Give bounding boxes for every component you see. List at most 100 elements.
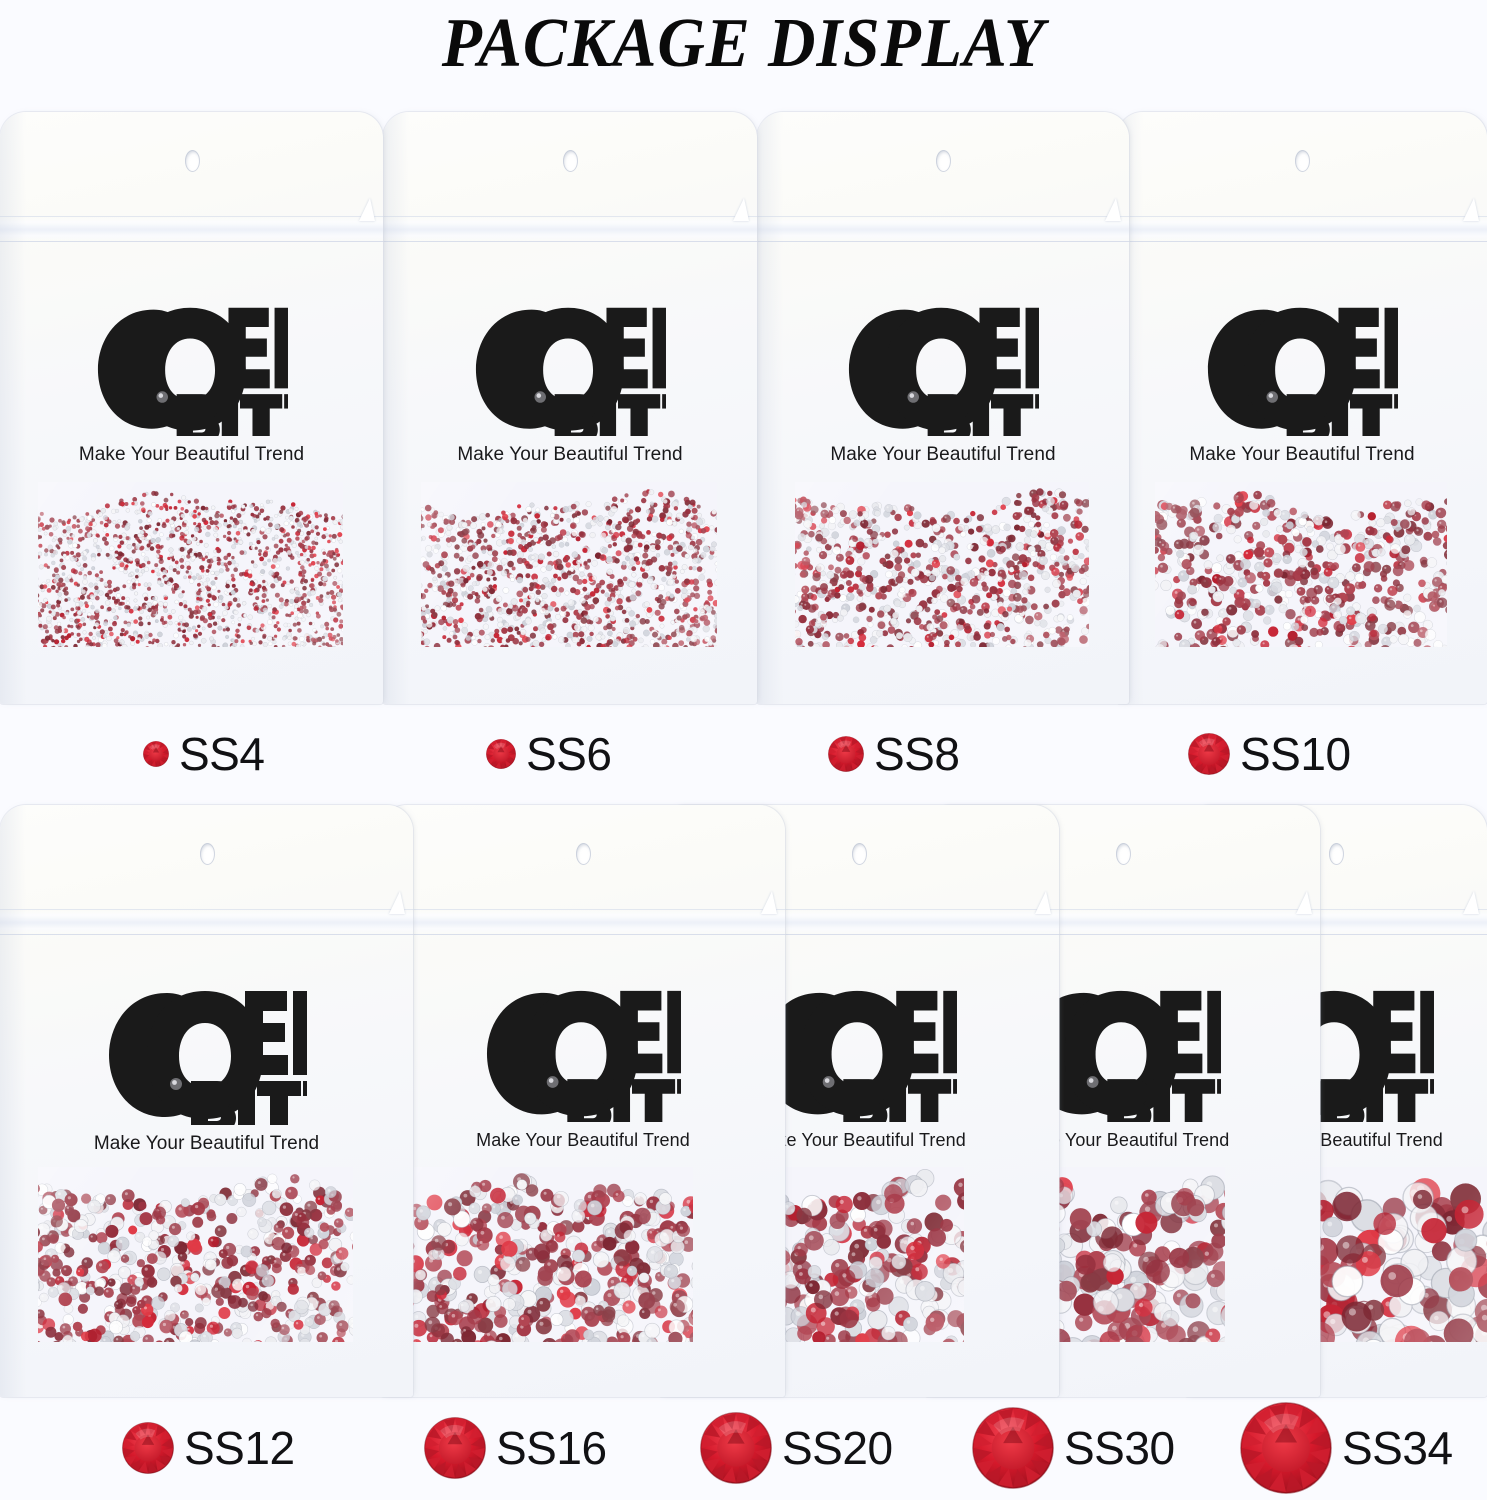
rhinestone-gem-icon — [143, 741, 169, 767]
product-bag-ss6[interactable]: Make Your Beautiful Trend — [383, 112, 757, 704]
brand-tagline: Make Your Beautiful Trend — [830, 444, 1056, 466]
rhinestone-gem-icon — [122, 1422, 174, 1474]
hang-hole — [576, 843, 591, 865]
rhinestone-window-ss6 — [421, 482, 717, 647]
size-label-ss6: SS6 — [486, 706, 612, 802]
oei-bite-logo-icon — [475, 307, 666, 445]
product-bag-ss12[interactable]: Make Your Beautiful Trend — [0, 805, 413, 1397]
brand-logo-block: Make Your Beautiful Trend — [383, 302, 757, 466]
brand-logo-mark — [96, 302, 288, 445]
rhinestone-pile — [1155, 482, 1447, 647]
tear-notch-icon — [1296, 891, 1312, 914]
brand-tagline: Make Your Beautiful Trend — [1189, 444, 1415, 466]
hang-hole — [563, 150, 578, 172]
size-label-text: SS30 — [1064, 1422, 1175, 1474]
size-label-ss8: SS8 — [828, 706, 960, 802]
rhinestone-window-ss10 — [1155, 482, 1447, 647]
brand-logo-mark — [474, 302, 666, 445]
size-label-text: SS12 — [184, 1422, 295, 1474]
rhinestone-gem-icon — [972, 1407, 1054, 1489]
brand-logo-block: Make Your Beautiful Trend — [0, 302, 383, 466]
brand-tagline: Make Your Beautiful Trend — [93, 1133, 320, 1154]
tear-notch-icon — [761, 891, 777, 914]
rhinestone-gem-icon — [424, 1417, 486, 1479]
zip-seal — [0, 909, 413, 935]
zip-seal — [381, 909, 785, 935]
oei-bite-logo-icon — [1207, 307, 1398, 445]
brand-logo-block: Make Your Beautiful Trend — [381, 985, 785, 1151]
hang-hole — [199, 843, 215, 865]
size-label-text: SS8 — [874, 728, 960, 780]
rhinestone-pile — [403, 1167, 693, 1342]
tear-notch-icon — [1463, 891, 1479, 914]
page-title: PACKAGE DISPLAY — [441, 5, 1046, 82]
rhinestone-pile — [38, 1167, 353, 1342]
tear-notch-icon — [1105, 198, 1121, 221]
size-label-ss30: SS30 — [972, 1400, 1175, 1496]
size-label-text: SS4 — [179, 728, 265, 780]
product-bag-ss16[interactable]: Make Your Beautiful Trend — [381, 805, 785, 1397]
size-label-row-top: SS4 SS6 — [0, 706, 1487, 802]
size-label-text: SS10 — [1240, 728, 1351, 780]
brand-logo-block: Make Your Beautiful Trend — [1117, 302, 1487, 466]
rhinestone-gem-icon — [1188, 733, 1230, 775]
rhinestone-pile — [38, 482, 343, 647]
brand-tagline: Make Your Beautiful Trend — [457, 444, 683, 466]
bag-group-bottom: Make Your Beautiful Trend Make Your Beau… — [0, 805, 1487, 1397]
brand-logo-mark — [1206, 302, 1398, 445]
rhinestone-gem-icon — [828, 736, 864, 772]
hang-hole — [1115, 843, 1131, 865]
tear-notch-icon — [1035, 891, 1051, 914]
rhinestone-pile — [795, 482, 1089, 647]
product-bag-ss8[interactable]: Make Your Beautiful Trend — [757, 112, 1129, 704]
hang-hole — [184, 150, 200, 172]
bag-group-top: Make Your Beautiful Trend Make Your Beau… — [0, 112, 1487, 712]
rhinestone-gem-icon — [1240, 1402, 1332, 1494]
tear-notch-icon — [389, 891, 405, 914]
tear-notch-icon — [359, 198, 375, 221]
size-label-text: SS20 — [782, 1422, 893, 1474]
package-row-bottom: Make Your Beautiful Trend Make Your Beau… — [0, 805, 1487, 1397]
zip-seal — [0, 216, 383, 242]
rhinestone-gem-icon — [700, 1412, 772, 1484]
oei-bite-logo-icon — [97, 307, 288, 445]
zip-seal — [383, 216, 757, 242]
oei-bite-logo-icon — [486, 990, 681, 1131]
size-label-text: SS16 — [496, 1422, 607, 1474]
hang-hole — [1295, 150, 1310, 172]
rhinestone-window-ss8 — [795, 482, 1089, 647]
brand-logo-block: Make Your Beautiful Trend — [757, 302, 1129, 466]
size-label-ss34: SS34 — [1240, 1400, 1453, 1496]
brand-logo-mark — [485, 985, 681, 1131]
rhinestone-gem-icon — [486, 739, 516, 769]
rhinestone-window-ss4 — [38, 482, 343, 647]
rhinestone-pile — [421, 482, 717, 647]
size-label-ss16: SS16 — [424, 1400, 607, 1496]
product-bag-ss10[interactable]: Make Your Beautiful Trend — [1117, 112, 1487, 704]
size-label-text: SS34 — [1342, 1422, 1453, 1474]
size-label-ss12: SS12 — [122, 1400, 295, 1496]
brand-tagline: Make Your Beautiful Trend — [752, 1130, 966, 1151]
zip-seal — [1117, 216, 1487, 242]
brand-tagline: Make Your Beautiful Trend — [476, 1130, 690, 1151]
rhinestone-window-ss16 — [403, 1167, 693, 1342]
product-bag-ss4[interactable]: Make Your Beautiful Trend — [0, 112, 383, 704]
zip-seal — [757, 216, 1129, 242]
brand-logo-mark — [847, 302, 1039, 445]
rhinestone-window-ss12 — [38, 1167, 353, 1342]
size-label-ss20: SS20 — [700, 1400, 893, 1496]
size-label-text: SS6 — [526, 728, 612, 780]
brand-tagline: Make Your Beautiful Trend — [78, 444, 305, 466]
package-row-top: Make Your Beautiful Trend Make Your Beau… — [0, 112, 1487, 712]
brand-logo-block: Make Your Beautiful Trend — [0, 985, 413, 1155]
hang-hole — [936, 150, 951, 172]
brand-logo-block: Make Your Beautiful Trend — [659, 985, 1059, 1151]
oei-bite-logo-icon — [108, 991, 307, 1133]
brand-tagline: Make Your Beautiful Trend — [1015, 1130, 1230, 1151]
oei-bite-logo-icon — [762, 990, 957, 1131]
size-label-row-bottom: SS12 SS16 — [0, 1400, 1487, 1496]
brand-logo-mark — [107, 985, 307, 1133]
hang-hole — [852, 843, 867, 865]
size-label-ss10: SS10 — [1188, 706, 1351, 802]
oei-bite-logo-icon — [848, 307, 1039, 445]
